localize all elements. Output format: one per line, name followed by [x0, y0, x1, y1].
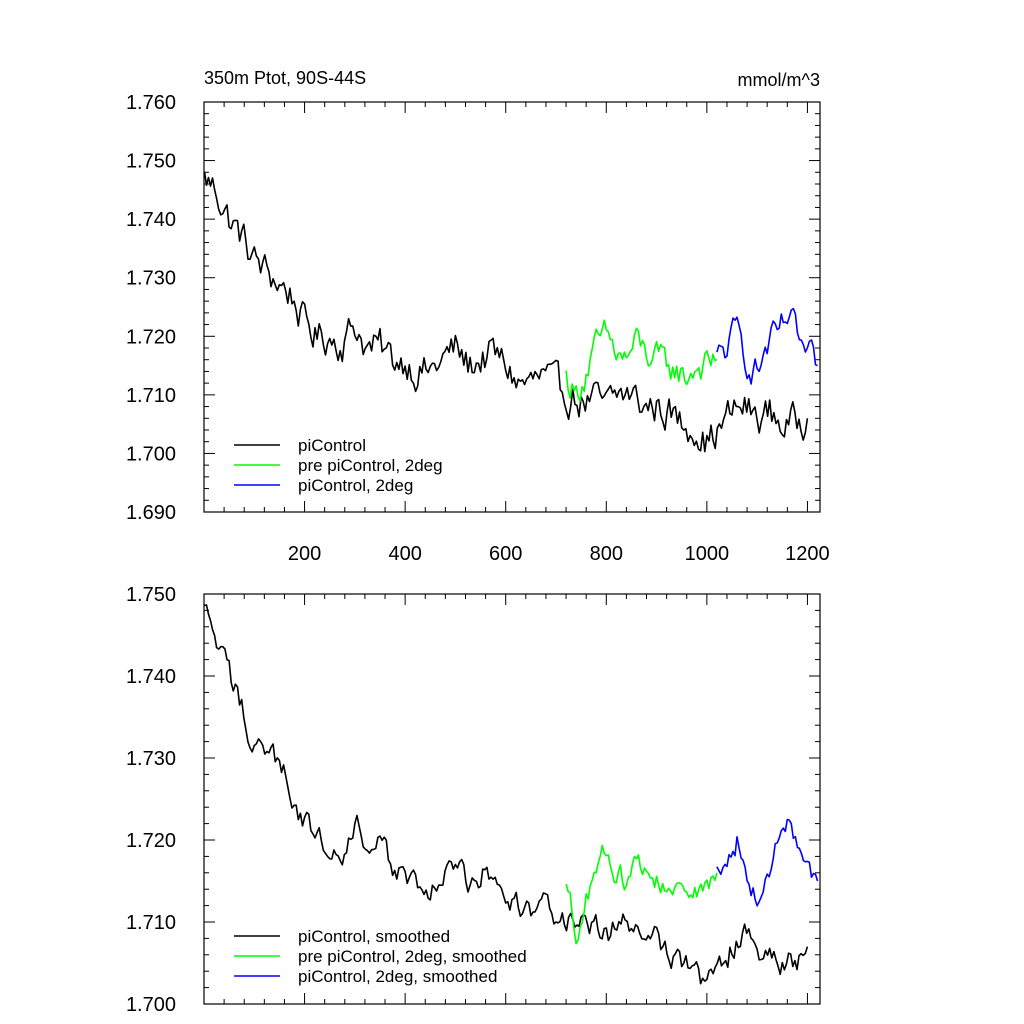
x-tick-label: 600 — [489, 543, 522, 565]
y-tick-label: 1.750 — [126, 584, 176, 606]
y-tick-label: 1.710 — [126, 385, 176, 407]
y-tick-label: 1.690 — [126, 502, 176, 524]
units-label: mmol/m^3 — [738, 70, 820, 90]
x-tick-label: 800 — [590, 543, 623, 565]
y-tick-label: 1.730 — [126, 268, 176, 290]
legend-label: pre piControl, 2deg, smoothed — [298, 947, 527, 966]
top-x-axis: 200 400 600 800 1000 1200 — [288, 543, 830, 565]
y-tick-label: 1.710 — [126, 912, 176, 934]
series-line-picontrol-2deg-smoothed — [716, 818, 819, 907]
bottom-panel: 1.700 1.710 1.720 1.730 1.740 1.750 piControl… — [126, 584, 821, 1016]
y-tick-label: 1.700 — [126, 994, 176, 1016]
legend-label: piControl, 2deg — [298, 476, 413, 495]
chart-title: 350m Ptot, 90S-44S — [204, 68, 366, 88]
y-tick-label: 1.750 — [126, 151, 176, 173]
y-tick-label: 1.700 — [126, 443, 176, 465]
y-tick-label: 1.730 — [126, 748, 176, 770]
bottom-y-axis: 1.700 1.710 1.720 1.730 1.740 1.750 — [126, 584, 176, 1016]
y-tick-label: 1.740 — [126, 209, 176, 231]
bottom-plot-frame — [203, 593, 821, 1005]
series-line-picontrol — [203, 171, 809, 453]
series-line-picontrol-smoothed — [204, 604, 809, 985]
top-series-lines — [203, 171, 818, 453]
x-tick-label: 1200 — [785, 543, 830, 565]
top-y-axis: 1.690 1.700 1.710 1.720 1.730 1.740 1.750 1.760 — [126, 92, 176, 524]
legend-label: piControl — [298, 436, 366, 455]
y-tick-label: 1.760 — [126, 92, 176, 114]
legend-label: piControl, smoothed — [298, 927, 450, 946]
bottom-series-lines — [204, 604, 819, 985]
x-tick-label: 400 — [388, 543, 421, 565]
series-line-picontrol-2deg — [716, 307, 818, 385]
y-tick-label: 1.740 — [126, 666, 176, 688]
bottom-tick-marks — [204, 593, 820, 1005]
y-tick-label: 1.720 — [126, 326, 176, 348]
top-tick-marks — [204, 101, 820, 513]
series-line-pre-picontrol-2deg-smoothed — [565, 844, 718, 945]
y-tick-label: 1.720 — [126, 830, 176, 852]
legend-label: piControl, 2deg, smoothed — [298, 967, 497, 986]
top-plot-frame — [203, 101, 821, 513]
x-tick-label: 200 — [288, 543, 321, 565]
x-tick-label: 1000 — [685, 543, 730, 565]
legend-label: pre piControl, 2deg — [298, 456, 443, 475]
top-panel: 350m Ptot, 90S-44S mmol/m^3 1.6901.7001.… — [126, 68, 830, 565]
series-line-pre-picontrol-2deg — [565, 319, 718, 403]
